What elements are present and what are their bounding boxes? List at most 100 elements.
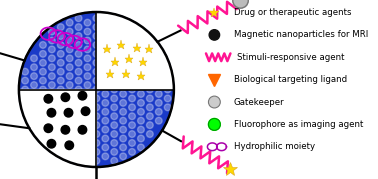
Circle shape — [111, 113, 118, 120]
Text: Stimuli-responsive agent: Stimuli-responsive agent — [237, 53, 345, 62]
Circle shape — [138, 82, 144, 88]
Circle shape — [138, 108, 144, 115]
Circle shape — [111, 77, 118, 84]
Circle shape — [155, 117, 162, 124]
Circle shape — [31, 82, 37, 88]
Circle shape — [84, 64, 91, 71]
Circle shape — [84, 82, 91, 88]
Circle shape — [111, 157, 118, 164]
Circle shape — [102, 108, 109, 115]
Circle shape — [31, 117, 37, 124]
Circle shape — [146, 122, 153, 129]
Circle shape — [40, 122, 46, 129]
Circle shape — [146, 86, 153, 93]
Circle shape — [111, 33, 118, 39]
Circle shape — [93, 24, 100, 30]
Circle shape — [138, 28, 144, 35]
Circle shape — [57, 113, 64, 120]
Circle shape — [66, 100, 73, 106]
Circle shape — [209, 30, 220, 40]
Circle shape — [61, 125, 70, 134]
Circle shape — [93, 33, 100, 39]
Circle shape — [102, 135, 109, 142]
Circle shape — [44, 124, 53, 132]
Circle shape — [155, 91, 162, 97]
Circle shape — [19, 12, 174, 167]
Circle shape — [93, 140, 100, 146]
Circle shape — [111, 86, 118, 93]
Circle shape — [75, 33, 82, 39]
Circle shape — [93, 122, 100, 129]
Circle shape — [164, 95, 171, 102]
Circle shape — [31, 100, 37, 106]
Circle shape — [66, 37, 73, 44]
Circle shape — [120, 91, 127, 97]
Circle shape — [120, 64, 127, 71]
Circle shape — [84, 144, 91, 151]
Circle shape — [44, 95, 53, 103]
Circle shape — [40, 86, 46, 93]
Circle shape — [66, 135, 73, 142]
Circle shape — [40, 68, 46, 75]
Circle shape — [78, 125, 87, 134]
Circle shape — [48, 55, 55, 62]
Circle shape — [40, 42, 46, 48]
Circle shape — [146, 77, 153, 84]
Circle shape — [66, 126, 73, 133]
Circle shape — [84, 153, 91, 160]
Circle shape — [155, 55, 162, 62]
Circle shape — [81, 107, 90, 115]
Circle shape — [84, 126, 91, 133]
Circle shape — [75, 95, 82, 102]
Circle shape — [111, 140, 118, 146]
Circle shape — [233, 0, 248, 8]
Circle shape — [146, 95, 153, 102]
Text: Drug or therapeutic agents: Drug or therapeutic agents — [234, 8, 352, 17]
Circle shape — [93, 104, 100, 111]
Circle shape — [40, 131, 46, 137]
Circle shape — [75, 122, 82, 129]
Circle shape — [57, 59, 64, 66]
Circle shape — [146, 68, 153, 75]
Circle shape — [22, 86, 28, 93]
Circle shape — [138, 46, 144, 53]
Circle shape — [84, 108, 91, 115]
Circle shape — [66, 108, 73, 115]
Circle shape — [129, 33, 135, 39]
Circle shape — [93, 113, 100, 120]
Circle shape — [40, 77, 46, 84]
Text: Fluorophore as imaging agent: Fluorophore as imaging agent — [234, 120, 363, 129]
Circle shape — [129, 24, 135, 30]
Circle shape — [48, 126, 55, 133]
Circle shape — [93, 95, 100, 102]
Text: Hydrophilic moiety: Hydrophilic moiety — [234, 142, 315, 151]
Circle shape — [93, 50, 100, 57]
Circle shape — [48, 28, 55, 35]
Circle shape — [93, 59, 100, 66]
Circle shape — [57, 104, 64, 111]
Circle shape — [120, 100, 127, 106]
Circle shape — [129, 68, 135, 75]
Circle shape — [102, 100, 109, 106]
Circle shape — [129, 131, 135, 137]
Circle shape — [31, 73, 37, 79]
Circle shape — [102, 117, 109, 124]
Circle shape — [48, 64, 55, 71]
Circle shape — [120, 108, 127, 115]
Circle shape — [111, 24, 118, 30]
Circle shape — [120, 117, 127, 124]
Circle shape — [57, 95, 64, 102]
Circle shape — [111, 104, 118, 111]
Circle shape — [78, 91, 87, 100]
Circle shape — [102, 91, 109, 97]
Circle shape — [93, 15, 100, 22]
Circle shape — [120, 135, 127, 142]
Circle shape — [84, 135, 91, 142]
Circle shape — [138, 55, 144, 62]
Text: Gatekeeper: Gatekeeper — [234, 98, 285, 107]
Circle shape — [155, 100, 162, 106]
Circle shape — [102, 37, 109, 44]
Circle shape — [75, 113, 82, 120]
Circle shape — [93, 77, 100, 84]
Circle shape — [138, 91, 144, 97]
